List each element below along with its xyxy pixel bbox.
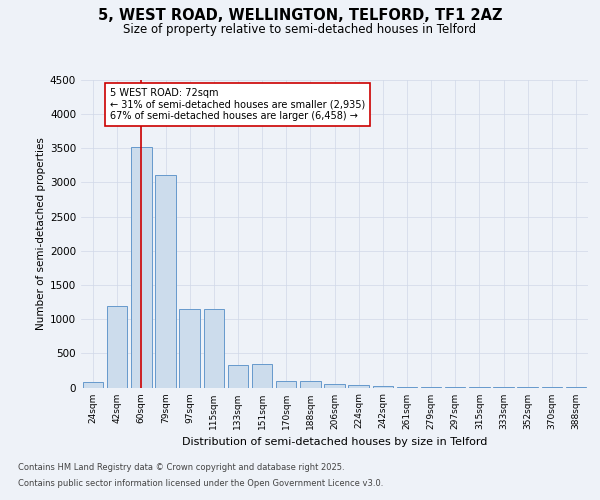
Bar	[203, 309, 224, 388]
Text: 5, WEST ROAD, WELLINGTON, TELFORD, TF1 2AZ: 5, WEST ROAD, WELLINGTON, TELFORD, TF1 2…	[98, 8, 502, 22]
Bar	[107, 306, 127, 388]
Text: Size of property relative to semi-detached houses in Telford: Size of property relative to semi-detach…	[124, 22, 476, 36]
Text: Contains public sector information licensed under the Open Government Licence v3: Contains public sector information licen…	[18, 478, 383, 488]
Text: 5 WEST ROAD: 72sqm
← 31% of semi-detached houses are smaller (2,935)
67% of semi: 5 WEST ROAD: 72sqm ← 31% of semi-detache…	[110, 88, 365, 122]
Bar	[252, 364, 272, 388]
Bar	[83, 382, 103, 388]
Bar	[179, 309, 200, 388]
Bar	[276, 380, 296, 388]
Bar	[155, 175, 176, 388]
Bar	[373, 386, 393, 388]
Bar	[300, 382, 320, 388]
Text: Contains HM Land Registry data © Crown copyright and database right 2025.: Contains HM Land Registry data © Crown c…	[18, 464, 344, 472]
Bar	[227, 364, 248, 388]
Bar	[324, 384, 345, 388]
X-axis label: Distribution of semi-detached houses by size in Telford: Distribution of semi-detached houses by …	[182, 437, 487, 447]
Bar	[131, 147, 152, 388]
Y-axis label: Number of semi-detached properties: Number of semi-detached properties	[36, 138, 46, 330]
Bar	[349, 385, 369, 388]
Bar	[397, 387, 417, 388]
